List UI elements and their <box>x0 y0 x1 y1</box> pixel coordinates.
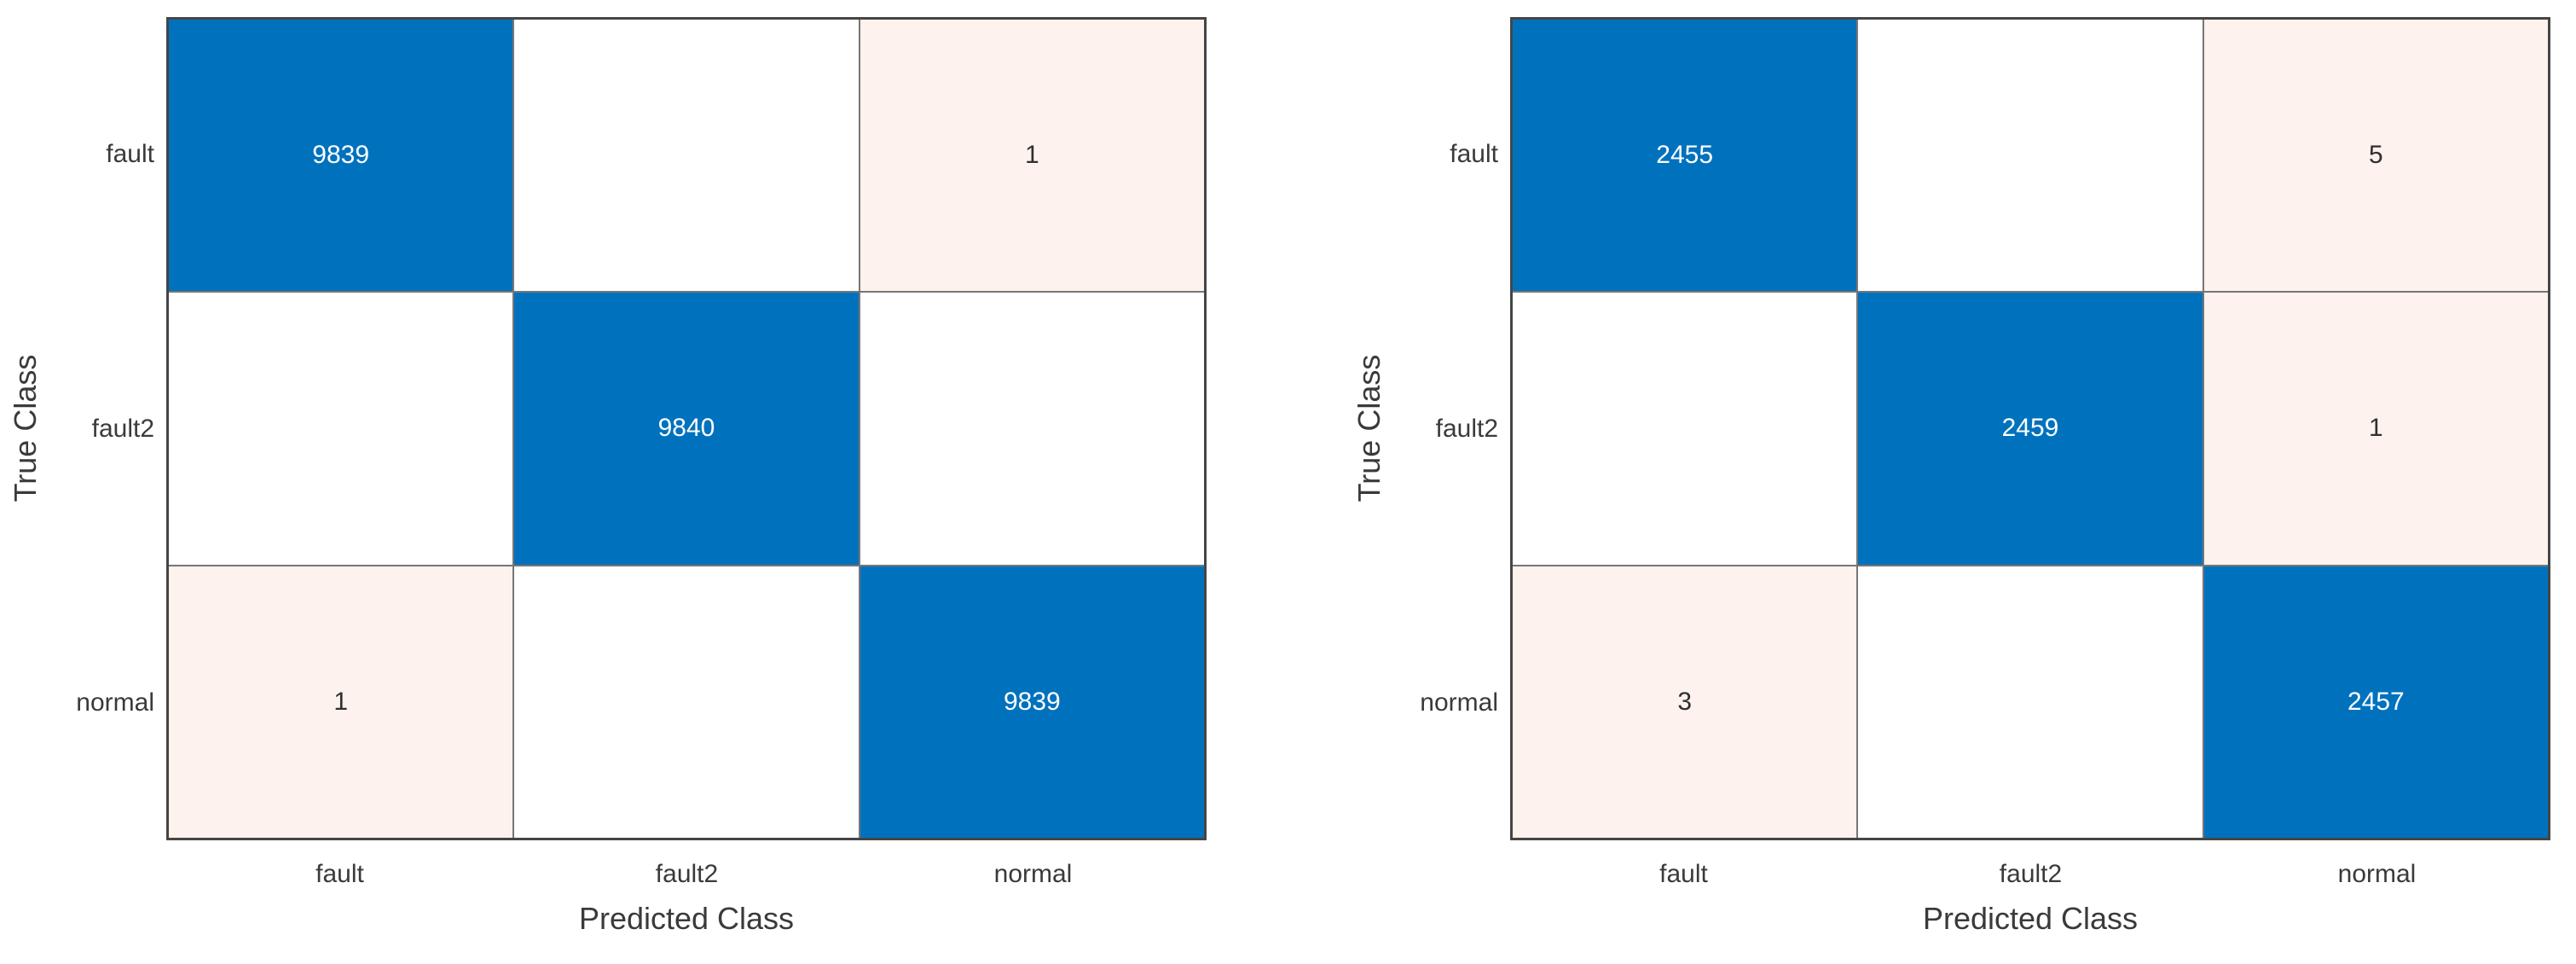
matrix-cell <box>860 293 1204 565</box>
matrix-cell: 9839 <box>860 566 1204 838</box>
row-label-fault: fault <box>1450 140 1498 168</box>
matrix-cell: 5 <box>2203 20 2548 292</box>
matrix-cell: 3 <box>1513 566 1857 838</box>
matrix-cell <box>169 293 513 565</box>
col-label-fault2: fault2 <box>1999 860 2063 888</box>
matrix-grid: 2455 5 2459 1 3 2457 <box>1510 17 2550 840</box>
x-axis-label: Predicted Class <box>578 901 795 936</box>
matrix-cell <box>1858 20 2203 292</box>
matrix-grid: 9839 1 9840 1 9839 <box>166 17 1207 840</box>
row-label-normal: normal <box>76 688 154 717</box>
matrix-cell <box>514 20 859 292</box>
matrix-cell: 9840 <box>514 293 859 565</box>
matrix-cell <box>514 566 859 838</box>
col-label-fault2: fault2 <box>655 860 719 888</box>
col-label-normal: normal <box>993 860 1073 888</box>
row-label-fault2: fault2 <box>1435 415 1498 443</box>
matrix-cell: 1 <box>2203 293 2548 565</box>
row-label-normal: normal <box>1420 688 1498 717</box>
matrix-cell <box>1513 293 1857 565</box>
matrix-cell: 1 <box>169 566 513 838</box>
confusion-matrix-left: True Class fault fault2 normal 9839 1 98… <box>0 0 1232 964</box>
matrix-cell: 9839 <box>169 20 513 292</box>
matrix-cell: 2457 <box>2203 566 2548 838</box>
col-label-fault: fault <box>1659 860 1708 888</box>
confusion-matrix-right: True Class fault fault2 normal 2455 5 24… <box>1344 0 2576 964</box>
col-label-fault: fault <box>315 860 364 888</box>
matrix-cell: 2459 <box>1858 293 2203 565</box>
row-label-fault2: fault2 <box>91 415 154 443</box>
row-label-fault: fault <box>106 140 154 168</box>
matrix-cell: 2455 <box>1513 20 1857 292</box>
col-label-normal: normal <box>2337 860 2417 888</box>
x-axis-label: Predicted Class <box>1922 901 2139 936</box>
matrix-cell: 1 <box>860 20 1204 292</box>
matrix-cell <box>1858 566 2203 838</box>
